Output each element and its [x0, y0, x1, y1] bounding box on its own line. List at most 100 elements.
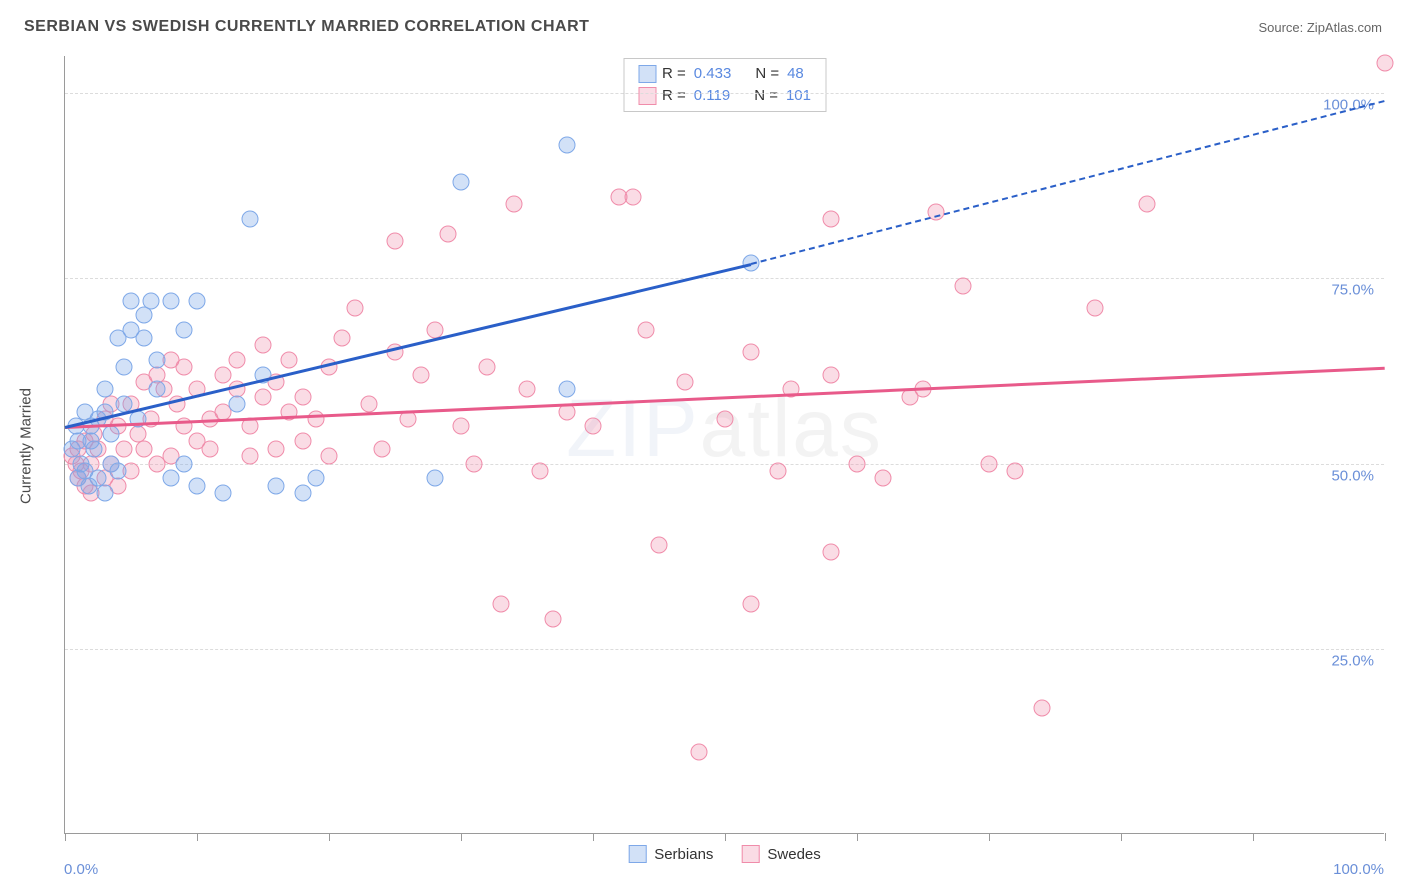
x-axis-min-label: 0.0%: [64, 861, 98, 878]
data-point: [241, 211, 258, 228]
data-point: [532, 462, 549, 479]
data-point: [268, 440, 285, 457]
data-point: [637, 322, 654, 339]
data-point: [307, 411, 324, 428]
data-point: [453, 173, 470, 190]
data-point: [96, 381, 113, 398]
data-point: [189, 292, 206, 309]
chart-title: SERBIAN VS SWEDISH CURRENTLY MARRIED COR…: [24, 18, 589, 36]
data-point: [175, 359, 192, 376]
data-point: [1007, 462, 1024, 479]
data-point: [360, 396, 377, 413]
data-point: [466, 455, 483, 472]
data-point: [558, 136, 575, 153]
data-point: [1377, 55, 1394, 72]
data-point: [96, 485, 113, 502]
data-point: [453, 418, 470, 435]
data-point: [294, 388, 311, 405]
data-point: [228, 396, 245, 413]
data-point: [307, 470, 324, 487]
n-label-swedes: N =: [754, 85, 778, 107]
data-point: [321, 448, 338, 465]
y-tick-label: 75.0%: [1331, 282, 1374, 299]
gridline: [65, 93, 1384, 94]
x-tick: [461, 833, 462, 841]
gridline: [65, 649, 1384, 650]
x-axis-max-label: 100.0%: [1333, 861, 1384, 878]
data-point: [334, 329, 351, 346]
data-point: [822, 544, 839, 561]
x-tick: [857, 833, 858, 841]
data-point: [103, 425, 120, 442]
data-point: [268, 477, 285, 494]
data-point: [822, 211, 839, 228]
data-point: [215, 485, 232, 502]
data-point: [116, 440, 133, 457]
data-point: [717, 411, 734, 428]
n-value-serbians: 48: [787, 63, 804, 85]
data-point: [255, 336, 272, 353]
data-point: [281, 351, 298, 368]
data-point: [439, 225, 456, 242]
x-tick: [725, 833, 726, 841]
data-point: [162, 292, 179, 309]
data-point: [690, 744, 707, 761]
data-point: [624, 188, 641, 205]
data-point: [479, 359, 496, 376]
r-value-swedes: 0.119: [694, 85, 730, 107]
data-point: [426, 470, 443, 487]
data-point: [149, 351, 166, 368]
legend-item-swedes: Swedes: [741, 845, 820, 863]
data-point: [875, 470, 892, 487]
data-point: [505, 196, 522, 213]
data-point: [175, 322, 192, 339]
data-point: [241, 448, 258, 465]
data-point: [189, 477, 206, 494]
data-point: [677, 374, 694, 391]
x-tick: [593, 833, 594, 841]
data-point: [255, 388, 272, 405]
data-point: [743, 344, 760, 361]
r-label-swedes: R =: [662, 85, 686, 107]
data-point: [347, 299, 364, 316]
data-point: [241, 418, 258, 435]
x-tick: [989, 833, 990, 841]
swatch-serbians-bottom: [628, 845, 646, 863]
r-value-serbians: 0.433: [694, 63, 732, 85]
data-point: [413, 366, 430, 383]
data-point: [294, 433, 311, 450]
data-point: [294, 485, 311, 502]
trend-line-projection: [751, 100, 1385, 265]
y-tick-label: 25.0%: [1331, 652, 1374, 669]
data-point: [492, 596, 509, 613]
r-label-serbians: R =: [662, 63, 686, 85]
correlation-legend: R = 0.433 N = 48 R = 0.119 N = 101: [623, 58, 826, 112]
data-point: [387, 233, 404, 250]
gridline: [65, 464, 1384, 465]
legend-label-serbians: Serbians: [654, 846, 713, 863]
x-tick: [329, 833, 330, 841]
swatch-swedes-bottom: [741, 845, 759, 863]
data-point: [175, 455, 192, 472]
data-point: [149, 381, 166, 398]
data-point: [142, 292, 159, 309]
data-point: [849, 455, 866, 472]
x-tick: [197, 833, 198, 841]
data-point: [545, 611, 562, 628]
series-legend: Serbians Swedes: [628, 845, 821, 863]
data-point: [981, 455, 998, 472]
y-axis-label: Currently Married: [18, 388, 35, 504]
data-point: [109, 462, 126, 479]
data-point: [136, 329, 153, 346]
y-tick-label: 50.0%: [1331, 467, 1374, 484]
legend-row-swedes: R = 0.119 N = 101: [638, 85, 811, 107]
gridline: [65, 278, 1384, 279]
x-tick: [1121, 833, 1122, 841]
data-point: [769, 462, 786, 479]
data-point: [162, 470, 179, 487]
data-point: [228, 351, 245, 368]
swatch-serbians: [638, 65, 656, 83]
x-tick: [1385, 833, 1386, 841]
swatch-swedes: [638, 87, 656, 105]
data-point: [954, 277, 971, 294]
